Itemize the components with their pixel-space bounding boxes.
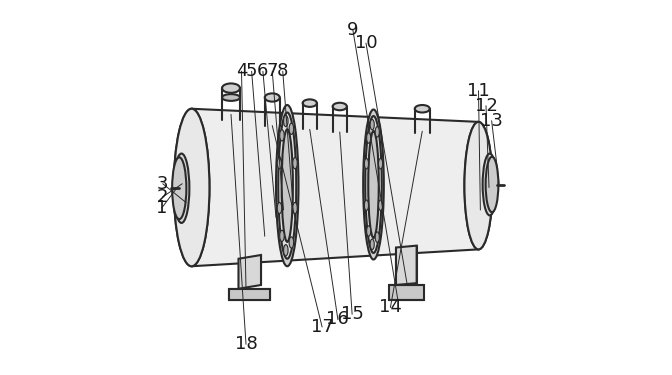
- Ellipse shape: [415, 105, 430, 112]
- Text: 13: 13: [480, 112, 503, 130]
- Text: 5: 5: [246, 62, 257, 80]
- Text: 10: 10: [355, 34, 377, 52]
- Ellipse shape: [278, 158, 282, 169]
- Ellipse shape: [174, 109, 210, 266]
- Text: 15: 15: [341, 305, 364, 323]
- Ellipse shape: [368, 131, 379, 238]
- Text: 11: 11: [467, 82, 490, 100]
- Text: 4: 4: [236, 62, 247, 80]
- Text: 7: 7: [267, 62, 278, 80]
- Ellipse shape: [378, 159, 382, 169]
- Polygon shape: [396, 246, 417, 285]
- Ellipse shape: [222, 94, 240, 101]
- Ellipse shape: [172, 158, 186, 219]
- Ellipse shape: [280, 130, 284, 141]
- Ellipse shape: [464, 122, 493, 249]
- Ellipse shape: [364, 159, 368, 169]
- Polygon shape: [388, 285, 424, 300]
- Ellipse shape: [284, 244, 288, 256]
- Ellipse shape: [464, 122, 493, 249]
- Ellipse shape: [366, 116, 382, 253]
- Text: 14: 14: [379, 298, 402, 316]
- Ellipse shape: [289, 123, 294, 134]
- Ellipse shape: [284, 116, 288, 127]
- Ellipse shape: [482, 154, 497, 215]
- Text: 8: 8: [277, 62, 288, 80]
- Text: 2: 2: [157, 188, 169, 206]
- Polygon shape: [229, 289, 270, 300]
- Ellipse shape: [276, 105, 298, 266]
- Text: 3: 3: [157, 175, 169, 193]
- Text: 9: 9: [347, 21, 359, 39]
- Ellipse shape: [370, 239, 374, 250]
- Ellipse shape: [333, 103, 347, 110]
- Ellipse shape: [375, 127, 379, 137]
- Ellipse shape: [278, 112, 296, 259]
- Text: 16: 16: [327, 310, 349, 328]
- Text: 17: 17: [310, 318, 333, 336]
- Ellipse shape: [289, 237, 294, 248]
- Ellipse shape: [378, 200, 382, 210]
- Ellipse shape: [282, 129, 293, 242]
- Ellipse shape: [265, 93, 280, 102]
- Text: 1: 1: [156, 199, 167, 217]
- Ellipse shape: [364, 200, 368, 210]
- Ellipse shape: [293, 158, 297, 169]
- Ellipse shape: [293, 202, 297, 214]
- Ellipse shape: [486, 157, 499, 212]
- Text: 6: 6: [257, 62, 269, 80]
- Ellipse shape: [173, 154, 190, 223]
- Ellipse shape: [280, 230, 284, 242]
- Polygon shape: [192, 109, 478, 266]
- Ellipse shape: [278, 202, 282, 214]
- Ellipse shape: [174, 109, 210, 266]
- Ellipse shape: [370, 119, 374, 130]
- Polygon shape: [239, 255, 261, 289]
- Text: 12: 12: [474, 97, 497, 115]
- Ellipse shape: [302, 99, 317, 107]
- Ellipse shape: [375, 232, 379, 242]
- Ellipse shape: [367, 226, 371, 236]
- Ellipse shape: [367, 133, 371, 143]
- Ellipse shape: [222, 84, 240, 93]
- Ellipse shape: [363, 110, 384, 260]
- Text: 18: 18: [235, 335, 257, 353]
